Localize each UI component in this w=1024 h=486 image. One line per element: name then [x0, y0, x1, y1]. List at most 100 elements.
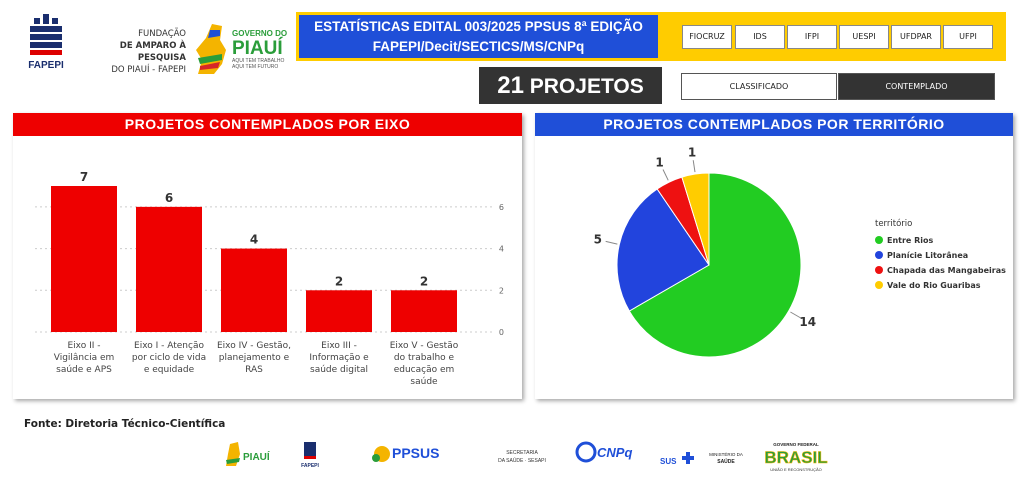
- pie-legend-title: território: [875, 218, 912, 229]
- bar-data-label: 4: [250, 233, 258, 247]
- pie-slice-2: [616, 188, 710, 312]
- footer-ministerio-line-2: SAÚDE: [717, 458, 735, 465]
- institution-button-ids[interactable]: IDS: [735, 25, 785, 49]
- source-note: Fonte: Diretoria Técnico-Científica: [24, 418, 226, 430]
- bar-category-label: Eixo I - Atenção por ciclo de vida e equid…: [132, 341, 206, 375]
- panel-projetos-por-eixo: PROJETOS CONTEMPLADOS POR EIXO 0 2 4 6 7 Eixo…: [13, 113, 522, 399]
- institution-button-ifpi[interactable]: IFPI: [787, 25, 837, 49]
- bar-data-label: 2: [335, 274, 343, 288]
- footer-sus-logo: SUS: [660, 452, 694, 466]
- footer-cnpq-label: CNPq: [597, 445, 632, 460]
- footer-secretaria-line-2: DA SAÚDE · SESAPI: [498, 457, 546, 464]
- bar-category-line: saúde e APS: [56, 365, 112, 375]
- institution-button-ufdpar[interactable]: UFDPAR: [891, 25, 941, 49]
- footer-brasil-label: BRASIL: [764, 448, 827, 467]
- pie-legend-label: Entre Rios: [887, 236, 934, 245]
- footer-brasil-slogan: UNIÃO E RECONSTRUÇÃO: [770, 467, 822, 472]
- fapepi-line-2: DE AMPARO À PESQUISA: [119, 41, 186, 63]
- footer-ppsus-logo: PPSUS: [372, 445, 439, 462]
- bar-category-line: Vigilância em: [54, 353, 115, 363]
- footer-fapepi-logo: FAPEPI: [301, 442, 319, 469]
- bar-data-label: 7: [80, 170, 88, 184]
- bar-1: [51, 186, 117, 332]
- pie-legend-label: Vale do Rio Guaribas: [887, 281, 981, 290]
- pie-leader-line: [662, 169, 669, 181]
- pie-legend-label: Chapada das Mangabeiras: [887, 266, 1006, 275]
- projects-label: PROJETOS: [529, 75, 644, 98]
- bar-category-label: Eixo V - Gestão do trabalho e educação em s…: [390, 341, 459, 387]
- title-line-1: ESTATÍSTICAS EDITAL 003/2025 PPSUS 8ª ED…: [314, 19, 643, 34]
- pie-chart-title: PROJETOS CONTEMPLADOS POR TERRITÓRIO: [535, 113, 1013, 136]
- edital-title-banner: ESTATÍSTICAS EDITAL 003/2025 PPSUS 8ª ED…: [296, 12, 661, 61]
- piaui-map-icon: [196, 24, 226, 74]
- gov-label-top: GOVERNO DO: [232, 29, 287, 38]
- fapepi-name: FUNDAÇÃO DE AMPARO À PESQUISA DO PIAUÍ -…: [80, 28, 186, 76]
- bar-category-line: Informação e: [309, 353, 369, 363]
- bar-category-line: e equidade: [144, 365, 195, 375]
- footer-secretaria-line-1: SECRETARIA: [506, 450, 538, 456]
- footer-fapepi-label: FAPEPI: [301, 463, 319, 469]
- institution-button-ufpi[interactable]: UFPI: [943, 25, 993, 49]
- footer-sus-label: SUS: [660, 457, 677, 466]
- bar-category-line: saúde digital: [310, 365, 368, 375]
- bar-chart-title: PROJETOS CONTEMPLADOS POR EIXO: [13, 113, 522, 136]
- bar-2: [136, 206, 202, 332]
- bar-4: [306, 290, 372, 332]
- fapepi-logo: FAPEPI: [28, 14, 64, 71]
- fapepi-logo-label: FAPEPI: [28, 60, 64, 71]
- bar-data-label: 6: [165, 191, 173, 205]
- footer-ministerio-line-1: MINISTÉRIO DA: [709, 451, 743, 457]
- bar-5: [391, 290, 457, 332]
- bar-category-line: Eixo I - Atenção: [134, 341, 204, 351]
- pie-leader-line: [790, 311, 802, 319]
- bar-ytick-label: 0: [499, 328, 504, 337]
- footer-gov-federal-label: GOVERNO FEDERAL: [773, 442, 819, 447]
- gov-slogan-1: AQUI TEM TRABALHO: [232, 58, 284, 64]
- footer-cnpq-logo: CNPq: [575, 441, 632, 463]
- footer-secretaria-logo: SECRETARIA DA SAÚDE · SESAPI: [498, 450, 546, 464]
- pie-slice-4: [681, 172, 710, 266]
- projects-count: 21: [497, 72, 524, 99]
- bar-ytick-label: 6: [499, 203, 504, 212]
- bar-category-line: planejamento e: [219, 353, 290, 363]
- bar-data-label: 2: [420, 274, 428, 288]
- governo-piaui-logo: GOVERNO DO PIAUÍ AQUI TEM TRABALHO AQUI …: [196, 24, 287, 74]
- pie-legend-swatch: [875, 266, 883, 274]
- institution-button-uespi[interactable]: UESPI: [839, 25, 889, 49]
- bar-ytick-label: 4: [499, 245, 504, 254]
- fapepi-logo-mark-icon: [30, 14, 62, 55]
- institution-button-fiocruz[interactable]: FIOCRUZ: [682, 25, 732, 49]
- footer-ppsus-label: PPSUS: [392, 445, 439, 461]
- bar-category-line: educação em: [394, 365, 455, 375]
- projects-count-card: 21 PROJETOS: [479, 67, 662, 104]
- title-line-2: FAPEPI/Decit/SECTICS/MS/CNPq: [372, 39, 585, 54]
- pie-value-label: 1: [688, 145, 696, 159]
- bar-category-line: Eixo IV - Gestão,: [217, 341, 291, 351]
- bar-chart: 0 2 4 6 7 Eixo II - Vigilância em saúde e APS 6 E…: [35, 170, 504, 387]
- pie-legend-label: Planície Litorânea: [887, 251, 968, 260]
- bar-category-line: saúde: [410, 377, 438, 387]
- footer-logos: PIAUÍ FAPEPI PPSUS SECRETARIA DA SAÚDE ·…: [226, 441, 828, 472]
- footer-gov-piaui-logo: PIAUÍ: [226, 442, 270, 466]
- footer-brasil-logo: GOVERNO FEDERAL BRASIL UNIÃO E RECONSTRU…: [764, 442, 828, 472]
- bar-category-line: Eixo V - Gestão: [390, 341, 459, 351]
- bar-3: [221, 248, 287, 332]
- pie-legend-swatch: [875, 236, 883, 244]
- pie-leader-line: [692, 160, 696, 173]
- bar-category-label: Eixo II - Vigilância em saúde e APS: [54, 341, 115, 375]
- gov-slogan-2: AQUI TEM FUTURO: [232, 64, 278, 70]
- institution-filter-bar: FIOCRUZ IDS IFPI UESPI UFDPAR UFPI: [661, 12, 1006, 61]
- bar-category-line: do trabalho e: [394, 353, 455, 363]
- bar-category-label: Eixo III - Informação e saúde digital: [309, 341, 369, 375]
- segment-contemplado[interactable]: CONTEMPLADO: [838, 73, 995, 100]
- pie-value-label: 5: [594, 233, 602, 247]
- fapepi-line-1: FUNDAÇÃO: [138, 29, 186, 39]
- pie-slice-1: [628, 172, 802, 358]
- panel-projetos-por-territorio: PROJETOS CONTEMPLADOS POR TERRITÓRIO 14 5…: [535, 113, 1013, 399]
- bar-category-line: Eixo II -: [67, 341, 100, 351]
- pie-value-label: 14: [799, 315, 816, 329]
- segment-classificado[interactable]: CLASSIFICADO: [681, 73, 837, 100]
- footer-gov-piaui-label: PIAUÍ: [243, 450, 270, 463]
- bar-category-label: Eixo IV - Gestão, planejamento e RAS: [217, 341, 291, 375]
- bar-category-line: Eixo III -: [321, 341, 357, 351]
